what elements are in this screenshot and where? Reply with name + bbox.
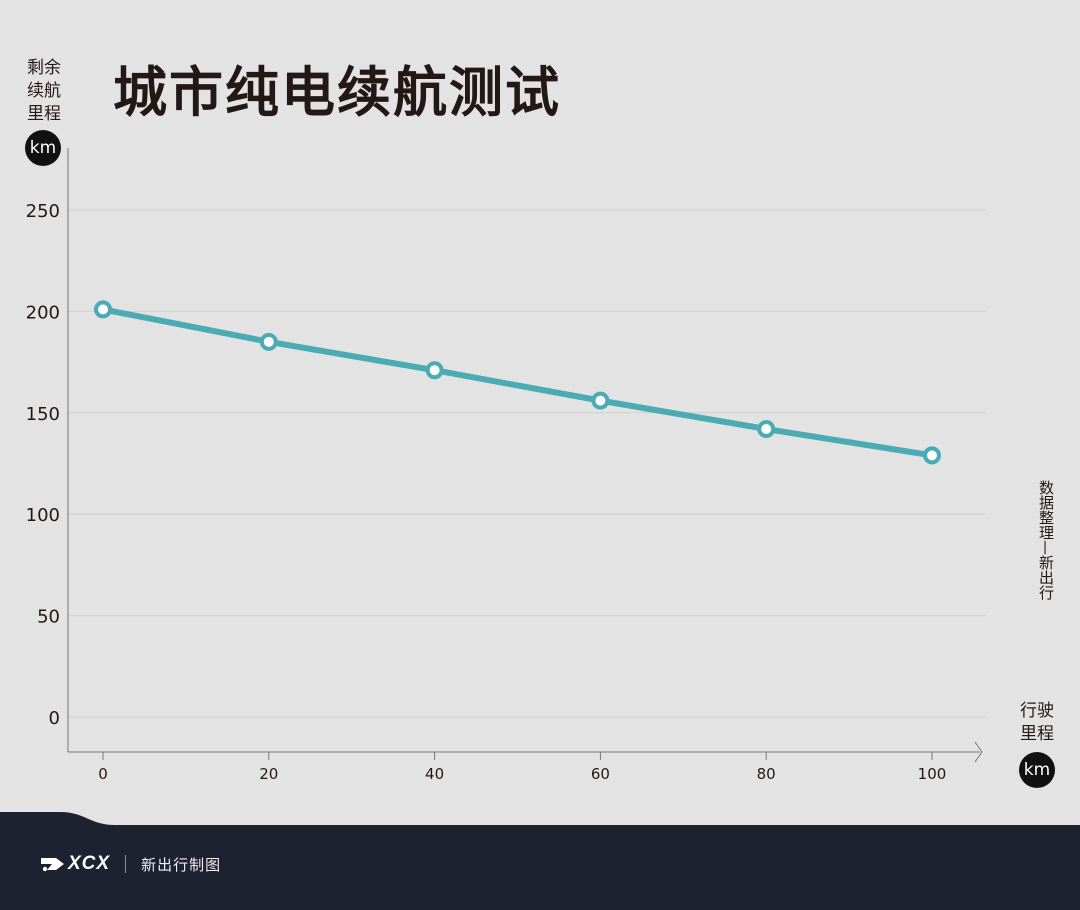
- footer-brand: XCX 新出行制图: [40, 853, 221, 875]
- brand-tagline: 新出行制图: [141, 855, 222, 874]
- y-tick-label: 0: [49, 708, 60, 729]
- source-note: 数据整理—新出行: [1037, 480, 1055, 600]
- series-layer: [94, 300, 941, 465]
- line-chart: 0 50 100 150 200 250 0 20 40 60 80 100: [26, 148, 986, 783]
- x-tick-label: 100: [918, 765, 947, 783]
- y-tick-label: 100: [26, 505, 60, 526]
- y-axis-unit-badge: km: [25, 130, 61, 166]
- x-tick-label: 20: [259, 765, 278, 783]
- y-axis-label: 剩余 续航 里程: [27, 58, 61, 124]
- series-line: [100, 306, 935, 459]
- x-axis-unit-badge: km: [1019, 752, 1055, 788]
- footer-shape: [0, 812, 1080, 910]
- chart-title: 城市纯电续航测试: [113, 61, 561, 124]
- x-tick-label: 0: [98, 765, 108, 783]
- x-tick-label: 80: [757, 765, 776, 783]
- data-point: [425, 361, 444, 380]
- x-tick-label: 40: [425, 765, 444, 783]
- x-axis-label: 行驶 里程: [1020, 701, 1054, 744]
- brand-name: XCX: [68, 853, 111, 874]
- y-tick-label: 250: [26, 201, 60, 222]
- data-point: [591, 391, 610, 410]
- data-point: [94, 300, 112, 319]
- axis-layer: [67, 148, 983, 763]
- grid-layer: [68, 209, 986, 718]
- data-point: [923, 446, 941, 465]
- data-point: [259, 332, 278, 351]
- x-tick-label: 60: [591, 765, 610, 783]
- brand-logo-icon: [41, 858, 64, 872]
- footer-bar: [0, 808, 1080, 910]
- tick-layer: 0 50 100 150 200 250 0 20 40 60 80 100: [26, 201, 947, 783]
- y-tick-label: 50: [37, 607, 60, 628]
- x-axis-arrow-icon: [974, 741, 983, 763]
- y-tick-label: 200: [26, 302, 60, 323]
- y-tick-label: 150: [26, 404, 60, 425]
- brand-divider: [125, 855, 127, 873]
- data-point: [757, 420, 776, 439]
